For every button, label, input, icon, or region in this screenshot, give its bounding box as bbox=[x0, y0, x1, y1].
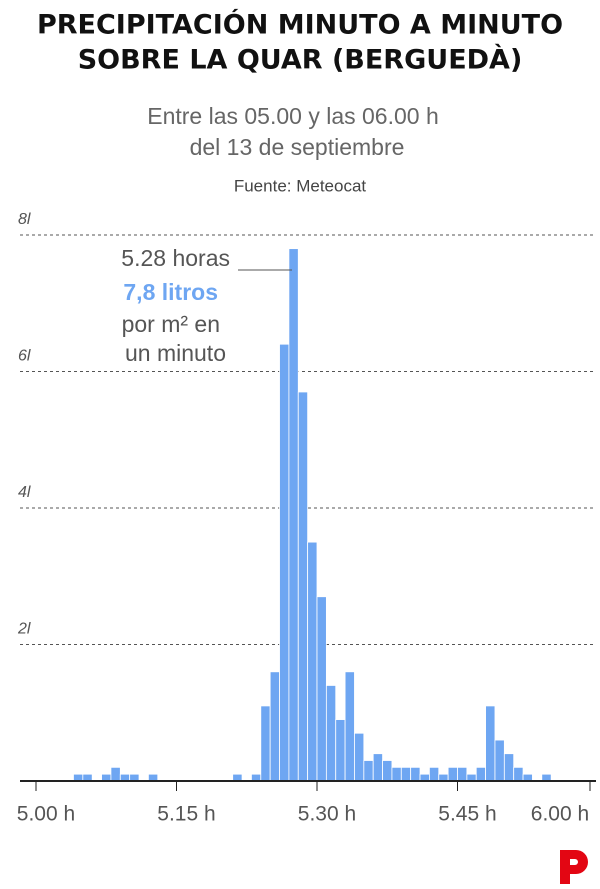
bar bbox=[382, 760, 393, 782]
annotation: 5.28 horas bbox=[121, 245, 230, 271]
bar bbox=[82, 773, 93, 782]
bar bbox=[73, 773, 84, 782]
bar bbox=[288, 248, 299, 782]
bar bbox=[438, 773, 449, 782]
bar bbox=[325, 685, 337, 782]
bar bbox=[447, 766, 458, 782]
bar bbox=[419, 773, 430, 782]
bar bbox=[279, 343, 290, 782]
x-tick-label: 5.00 h bbox=[17, 803, 75, 826]
x-tick-label: 5.15 h bbox=[157, 803, 215, 826]
bar bbox=[541, 773, 552, 782]
y-tick-label: 8l bbox=[18, 211, 31, 228]
source: Fuente: Meteocat bbox=[234, 176, 367, 195]
bar bbox=[363, 760, 374, 782]
bar bbox=[475, 766, 487, 782]
x-tick-label: 5.30 h bbox=[298, 803, 356, 826]
bar bbox=[251, 773, 262, 782]
bar bbox=[457, 766, 468, 782]
x-tick-label: 5.45 h bbox=[438, 803, 496, 826]
bar bbox=[391, 766, 402, 782]
annotation: 7,8 litros bbox=[123, 279, 218, 305]
bar bbox=[344, 671, 355, 782]
bar bbox=[297, 391, 309, 782]
bar bbox=[522, 773, 533, 782]
bar bbox=[400, 766, 412, 782]
chart-title: SOBRE LA QUAR (BERGUEDÀ) bbox=[78, 44, 523, 76]
bar bbox=[119, 773, 131, 782]
subtitle: Entre las 05.00 y las 06.00 h bbox=[147, 103, 439, 129]
bar bbox=[147, 773, 159, 782]
bar bbox=[466, 773, 477, 782]
y-tick-label: 6l bbox=[18, 348, 31, 365]
annotation: un minuto bbox=[125, 340, 226, 366]
bar bbox=[335, 719, 346, 782]
bar bbox=[129, 773, 140, 782]
bar bbox=[232, 773, 243, 782]
bar bbox=[513, 766, 524, 782]
bar bbox=[269, 671, 280, 782]
annotation: por m² en bbox=[122, 311, 220, 337]
bar bbox=[372, 753, 383, 782]
chart-title: PRECIPITACIÓN MINUTO A MINUTO bbox=[37, 9, 563, 41]
bar bbox=[494, 739, 505, 782]
bar bbox=[110, 766, 121, 782]
y-tick-label: 4l bbox=[18, 484, 31, 501]
bar bbox=[428, 766, 440, 782]
plot-area: 2l 4l 6l 8l 5.00 h 5.15 h 5.30 h 5.45 h 6.00 h bbox=[17, 211, 596, 826]
bar bbox=[316, 596, 327, 782]
logo bbox=[560, 850, 588, 884]
y-tick-label: 2l bbox=[17, 621, 31, 638]
bar bbox=[101, 773, 112, 782]
bar bbox=[410, 766, 421, 782]
subtitle: del 13 de septiembre bbox=[190, 134, 405, 160]
bar bbox=[307, 541, 318, 782]
bar bbox=[503, 753, 515, 782]
x-tick-label: 6.00 h bbox=[531, 803, 589, 826]
bar bbox=[354, 732, 365, 782]
bar bbox=[260, 705, 271, 782]
bar bbox=[485, 705, 496, 782]
